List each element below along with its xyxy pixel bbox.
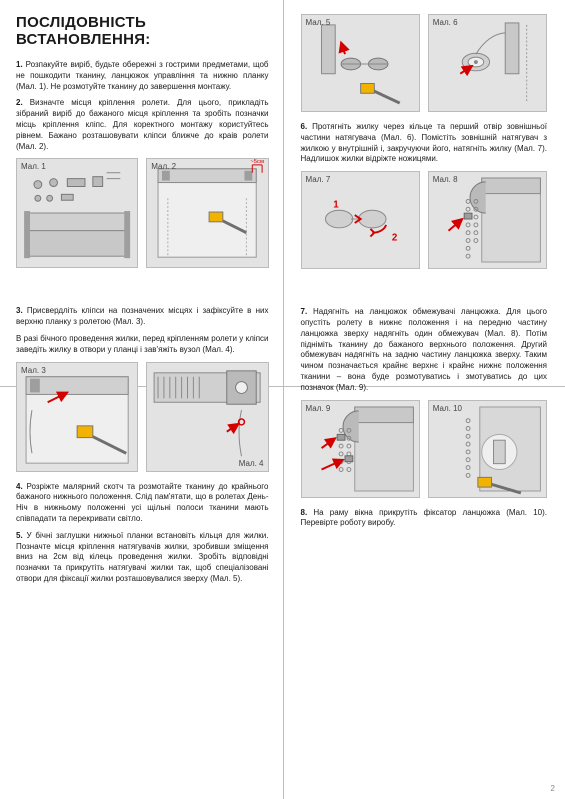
fig7-label: Мал. 7 bbox=[306, 175, 331, 184]
step-3: 3. Присвердліть кліпси на позначених міс… bbox=[16, 306, 269, 328]
figure-2: Мал. 2 ~5см bbox=[146, 158, 268, 268]
svg-text:1: 1 bbox=[333, 199, 339, 210]
fig10-label: Мал. 10 bbox=[433, 404, 462, 413]
dim-5cm: ~5см bbox=[251, 159, 265, 165]
fig-row-9-10: Мал. 9 Ма bbox=[301, 400, 548, 498]
page-title: ПОСЛІДОВНІСТЬ ВСТАНОВЛЕННЯ: bbox=[16, 14, 269, 48]
left-column: ПОСЛІДОВНІСТЬ ВСТАНОВЛЕННЯ: 1. Розпакуйт… bbox=[0, 0, 283, 799]
fig-row-1-2: Мал. 1 Мал. 2 bbox=[16, 158, 269, 268]
fig4-label: Мал. 4 bbox=[239, 459, 264, 468]
fig5-label: Мал. 5 bbox=[306, 18, 331, 27]
fig2-label: Мал. 2 bbox=[151, 162, 176, 171]
fig3-label: Мал. 3 bbox=[21, 366, 46, 375]
figure-4: Мал. 4 bbox=[146, 362, 268, 472]
step-4: 4. Розріжте малярний скотч та розмотайте… bbox=[16, 482, 269, 525]
figure-6: Мал. 6 bbox=[428, 14, 547, 112]
right-column: Мал. 5 Мал. 6 bbox=[283, 0, 565, 799]
figure-9: Мал. 9 bbox=[301, 400, 420, 498]
fig-row-3-4: Мал. 3 Мал. 4 bbox=[16, 362, 269, 472]
page-number: 2 bbox=[551, 784, 555, 793]
step-8: 8. На раму вікна прикрутіть фіксатор лан… bbox=[301, 508, 548, 530]
fig1-label: Мал. 1 bbox=[21, 162, 46, 171]
figure-1: Мал. 1 bbox=[16, 158, 138, 268]
fig-row-7-8: Мал. 7 1 2 Мал. 8 bbox=[301, 171, 548, 269]
figure-7: Мал. 7 1 2 bbox=[301, 171, 420, 269]
figure-5: Мал. 5 bbox=[301, 14, 420, 112]
step-5: 5. У бічні заглушки нижньої планки встан… bbox=[16, 531, 269, 585]
step-1: 1. Розпакуйте виріб, будьте обережні з г… bbox=[16, 60, 269, 92]
step-2: 2. Визначте місця кріплення ролети. Для … bbox=[16, 98, 269, 152]
step-6: 6. Протягніть жилку через кільце та перш… bbox=[301, 122, 548, 165]
fig6-label: Мал. 6 bbox=[433, 18, 458, 27]
svg-text:2: 2 bbox=[391, 233, 397, 244]
figure-8: Мал. 8 bbox=[428, 171, 547, 269]
fig-row-5-6: Мал. 5 Мал. 6 bbox=[301, 14, 548, 112]
figure-10: Мал. 10 bbox=[428, 400, 547, 498]
figure-3: Мал. 3 bbox=[16, 362, 138, 472]
step-3b: В разі бічного проведення жилки, перед к… bbox=[16, 334, 269, 356]
instruction-page: ПОСЛІДОВНІСТЬ ВСТАНОВЛЕННЯ: 1. Розпакуйт… bbox=[0, 0, 565, 799]
step-7: 7. Надягніть на ланцюжок обмежувачі ланц… bbox=[301, 307, 548, 393]
fig9-label: Мал. 9 bbox=[306, 404, 331, 413]
fig8-label: Мал. 8 bbox=[433, 175, 458, 184]
